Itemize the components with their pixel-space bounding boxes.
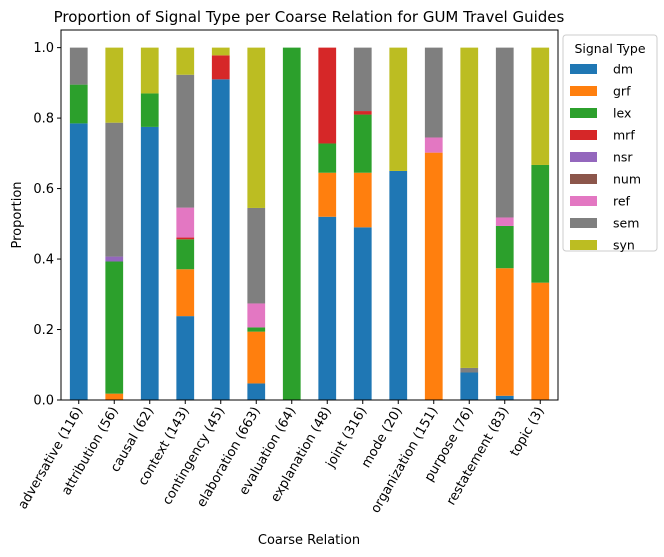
bar-segment-mrf-3 — [176, 237, 195, 240]
legend-label-grf: grf — [613, 84, 631, 99]
legend-label-lex: lex — [613, 106, 631, 121]
bar-segment-mrf-7 — [318, 47, 337, 144]
legend-label-syn: syn — [613, 238, 635, 253]
bar-segment-syn-2 — [140, 47, 159, 94]
x-tick-label-0: adversative (116) — [15, 405, 86, 513]
bar-segment-ref-10 — [424, 137, 443, 153]
bar-segment-dm-7 — [318, 216, 337, 400]
bar-segment-grf-1 — [105, 393, 124, 400]
bar-segment-ref-5 — [247, 303, 266, 328]
legend-label-num: num — [613, 172, 641, 187]
x-axis-label: Coarse Relation — [258, 533, 360, 548]
bar-segment-lex-3 — [176, 239, 195, 270]
bar-segment-sem-10 — [424, 47, 443, 138]
legend-swatch-num — [570, 174, 597, 184]
legend: Signal Type dm grf lex mrf nsr num ref sem syn — [562, 34, 658, 253]
bar-segment-dm-11 — [460, 372, 479, 400]
bar-segment-sem-3 — [176, 74, 195, 208]
bar-segment-dm-9 — [389, 170, 408, 400]
bar-segment-syn-9 — [389, 47, 408, 171]
y-tick-label-5: 1.0 — [33, 41, 54, 56]
x-axis: adversative (116)attribution (56)causal … — [15, 400, 548, 516]
legend-swatch-lex — [570, 108, 597, 118]
bar-segment-dm-0 — [69, 123, 88, 400]
bar-segment-dm-4 — [211, 79, 230, 400]
bar-segment-syn-11 — [460, 47, 479, 368]
legend-label-mrf: mrf — [613, 128, 635, 143]
legend-swatch-syn — [570, 240, 597, 250]
bar-segment-mrf-8 — [353, 111, 372, 115]
bar-segment-syn-5 — [247, 47, 266, 208]
bar-segment-lex-0 — [69, 84, 88, 124]
bar-segment-grf-7 — [318, 172, 337, 217]
bar-segment-lex-8 — [353, 114, 372, 173]
legend-swatch-ref — [570, 196, 597, 206]
bar-segment-grf-8 — [353, 172, 372, 228]
bar-segment-grf-3 — [176, 269, 195, 317]
bar-segment-lex-13 — [531, 164, 550, 283]
legend-swatch-nsr — [570, 152, 597, 162]
bar-segment-lex-2 — [140, 93, 159, 127]
bar-segment-dm-2 — [140, 126, 159, 401]
bar-segment-lex-12 — [495, 225, 514, 269]
legend-swatch-grf — [570, 86, 597, 96]
bar-segment-grf-13 — [531, 282, 550, 400]
bars-layer — [69, 47, 550, 401]
bar-segment-mrf-4 — [211, 55, 230, 80]
bar-segment-syn-13 — [531, 47, 550, 165]
x-tick-label-10: organization (151) — [368, 405, 441, 516]
bar-segment-sem-11 — [460, 367, 479, 373]
plot-frame — [60, 29, 559, 401]
bar-segment-grf-5 — [247, 331, 266, 384]
bar-segment-sem-12 — [495, 47, 514, 218]
x-tick-label-13: topic (3) — [507, 405, 547, 460]
bar-segment-nsr-1 — [105, 256, 124, 262]
y-axis: 0.0 0.2 0.4 0.6 0.8 1.0 — [33, 41, 61, 409]
bar-segment-sem-1 — [105, 122, 124, 257]
bar-segment-dm-5 — [247, 383, 266, 400]
y-tick-label-0: 0.0 — [33, 394, 54, 409]
bar-segment-syn-1 — [105, 47, 124, 123]
bar-segment-ref-12 — [495, 217, 514, 226]
bar-segment-ref-3 — [176, 207, 195, 238]
legend-swatch-sem — [570, 218, 597, 228]
y-tick-label-3: 0.6 — [33, 182, 54, 197]
legend-label-sem: sem — [613, 216, 639, 231]
bar-segment-dm-8 — [353, 227, 372, 400]
legend-swatch-dm — [570, 64, 597, 74]
bar-segment-dm-12 — [495, 395, 514, 400]
y-tick-label-4: 0.8 — [33, 112, 54, 127]
bar-segment-grf-12 — [495, 268, 514, 396]
legend-items: dm grf lex mrf nsr num ref sem syn — [570, 62, 641, 253]
bar-segment-dm-3 — [176, 316, 195, 400]
legend-label-dm: dm — [613, 62, 633, 77]
bar-segment-lex-7 — [318, 143, 337, 173]
bar-segment-sem-0 — [69, 47, 88, 85]
y-axis-label: Proportion — [10, 181, 25, 248]
bar-segment-lex-6 — [282, 47, 301, 401]
legend-label-nsr: nsr — [613, 150, 633, 165]
bar-segment-sem-8 — [353, 47, 372, 112]
bar-segment-lex-5 — [247, 327, 266, 332]
bar-segment-syn-3 — [176, 47, 195, 75]
legend-swatch-mrf — [570, 130, 597, 140]
bar-segment-syn-4 — [211, 47, 230, 56]
chart-title: Proportion of Signal Type per Coarse Rel… — [54, 8, 565, 26]
y-tick-label-1: 0.2 — [33, 323, 54, 338]
bar-segment-lex-1 — [105, 261, 124, 394]
legend-label-ref: ref — [613, 194, 631, 209]
legend-title: Signal Type — [574, 41, 645, 56]
x-tick-label-5: elaboration (663) — [194, 405, 264, 510]
y-tick-label-2: 0.4 — [33, 253, 54, 268]
bar-segment-grf-10 — [424, 152, 443, 400]
bar-segment-sem-5 — [247, 207, 266, 304]
